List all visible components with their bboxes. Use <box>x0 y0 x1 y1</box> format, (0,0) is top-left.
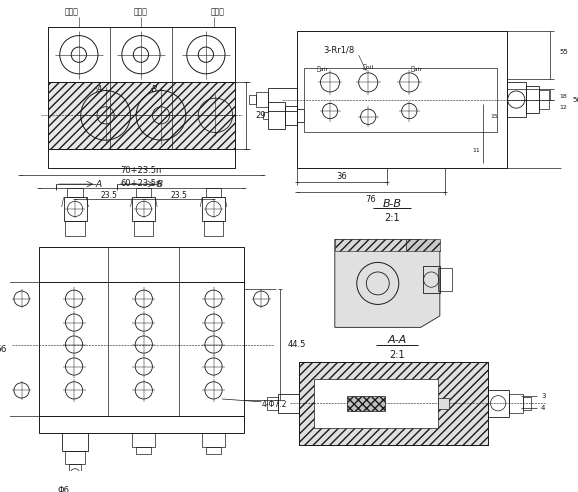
Bar <box>488 390 509 417</box>
Text: ·A: ·A <box>94 85 102 94</box>
Bar <box>202 197 225 221</box>
Bar <box>49 28 235 82</box>
Text: 23.5: 23.5 <box>171 191 187 200</box>
Text: 55: 55 <box>560 49 568 55</box>
Bar <box>304 67 497 131</box>
Bar <box>64 197 87 221</box>
Text: B: B <box>157 180 163 188</box>
Text: Φ6: Φ6 <box>58 486 70 492</box>
Text: 3-Rr1/8: 3-Rr1/8 <box>323 46 354 55</box>
Text: 36: 36 <box>336 172 347 181</box>
Bar <box>299 362 488 445</box>
Bar <box>268 88 297 111</box>
Bar <box>249 95 257 104</box>
Polygon shape <box>335 240 406 251</box>
Bar <box>438 268 452 291</box>
Bar <box>69 464 81 473</box>
Bar <box>136 447 151 454</box>
Bar <box>509 394 523 413</box>
Text: A-A: A-A <box>387 335 406 345</box>
Bar <box>65 221 84 236</box>
Bar <box>132 433 155 447</box>
Text: 4: 4 <box>541 405 546 411</box>
Text: 56: 56 <box>573 96 578 102</box>
Text: 56: 56 <box>0 345 8 354</box>
Text: 60+23.5n: 60+23.5n <box>121 179 162 187</box>
Bar <box>257 92 268 107</box>
Bar <box>134 221 153 236</box>
Text: 端部体: 端部体 <box>210 8 224 17</box>
Polygon shape <box>335 240 440 327</box>
Text: 油oil: 油oil <box>362 64 374 70</box>
Text: A: A <box>96 180 102 188</box>
Text: 3: 3 <box>541 393 546 399</box>
Bar <box>39 416 244 433</box>
Text: 15: 15 <box>491 114 498 119</box>
Bar <box>438 398 450 409</box>
Bar <box>206 447 221 454</box>
Bar <box>136 188 151 197</box>
Text: 供给体: 供给体 <box>64 8 78 17</box>
Bar <box>423 266 440 293</box>
Text: 中间体: 中间体 <box>134 8 148 17</box>
Text: 气air: 气air <box>316 66 328 72</box>
Polygon shape <box>347 396 386 411</box>
Bar <box>49 82 235 149</box>
Bar <box>523 397 531 410</box>
Bar <box>206 188 221 197</box>
Bar <box>65 451 84 464</box>
Bar <box>267 397 279 410</box>
Text: 12: 12 <box>560 105 567 110</box>
Bar <box>132 197 155 221</box>
Bar <box>39 247 244 282</box>
Bar <box>202 433 225 447</box>
Bar <box>49 82 235 149</box>
Text: 23.5: 23.5 <box>101 191 118 200</box>
Text: 29: 29 <box>255 111 266 120</box>
Bar <box>297 31 507 168</box>
Polygon shape <box>406 240 440 251</box>
Bar <box>49 149 235 168</box>
Bar <box>204 221 223 236</box>
Text: 70+23.5n: 70+23.5n <box>121 166 162 175</box>
Bar <box>539 90 549 109</box>
Bar <box>268 102 285 129</box>
Text: 44.5: 44.5 <box>288 340 306 349</box>
Bar <box>299 362 488 445</box>
Text: 气air: 气air <box>411 66 423 72</box>
Text: 2:1: 2:1 <box>389 350 405 360</box>
Bar <box>297 109 304 122</box>
Bar <box>314 379 438 428</box>
Bar <box>62 433 88 451</box>
Bar <box>526 86 539 113</box>
Text: 11: 11 <box>472 148 480 153</box>
Bar <box>285 106 297 125</box>
Text: 4-Φ7.2: 4-Φ7.2 <box>261 400 287 409</box>
Text: 18: 18 <box>560 94 567 99</box>
Bar <box>279 394 299 413</box>
Text: 2:1: 2:1 <box>384 213 400 222</box>
Text: B-B: B-B <box>383 199 402 209</box>
Text: 76: 76 <box>365 195 376 204</box>
Bar <box>39 282 244 416</box>
Text: ·B: ·B <box>149 85 158 94</box>
Bar <box>507 82 526 117</box>
Bar <box>68 188 83 197</box>
